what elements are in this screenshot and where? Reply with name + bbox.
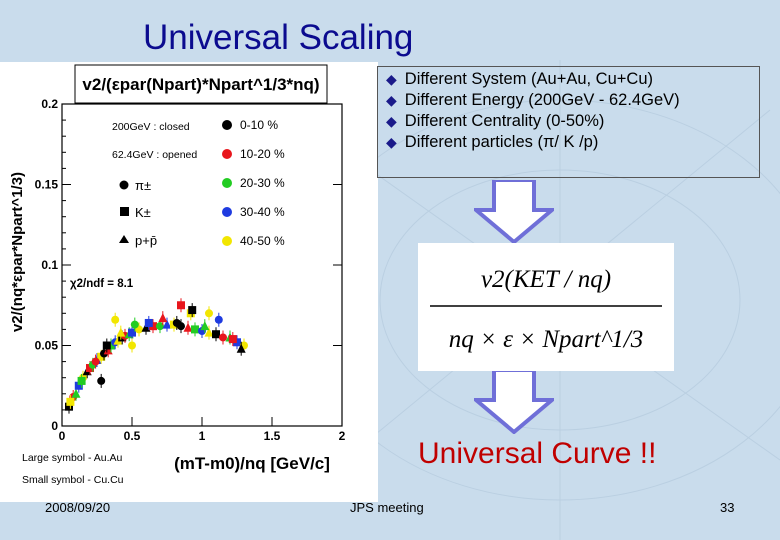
centrality-legend-marker bbox=[222, 149, 232, 159]
data-point bbox=[214, 315, 223, 324]
x-tick-label: 0.5 bbox=[124, 429, 141, 443]
data-point bbox=[236, 343, 246, 353]
data-point bbox=[141, 322, 151, 332]
bullet-centrality: ◆ Different Centrality (0-50%) bbox=[386, 112, 605, 130]
y-tick-label: 0.15 bbox=[35, 178, 59, 192]
centrality-legend-label: 20-30 % bbox=[240, 176, 285, 190]
footer-date: 2008/09/20 bbox=[45, 500, 111, 515]
diamond-bullet-icon: ◆ bbox=[386, 71, 397, 87]
scaling-formula: v2(KET / nq) nq × ε × Npart^1/3 bbox=[418, 243, 674, 371]
y-tick-label: 0 bbox=[51, 419, 58, 433]
data-point bbox=[102, 341, 111, 350]
data-point bbox=[111, 315, 120, 324]
data-point bbox=[212, 330, 220, 339]
formula-graphic: v2(KET / nq) nq × ε × Npart^1/3 bbox=[430, 266, 662, 353]
footer-page-number: 33 bbox=[720, 500, 735, 515]
y-axis-label: v2/(nq*εpar*Npart^1/3) bbox=[9, 172, 26, 332]
data-point bbox=[228, 335, 237, 344]
data-point bbox=[205, 309, 213, 318]
data-point bbox=[144, 318, 153, 327]
data-point bbox=[71, 388, 81, 398]
legend-proton-marker bbox=[119, 235, 129, 243]
universal-curve-label: Universal Curve !! bbox=[418, 437, 657, 470]
x-tick-label: 2 bbox=[339, 429, 346, 443]
energy-legend-opened: 62.4GeV : opened bbox=[112, 149, 197, 161]
data-point bbox=[97, 352, 106, 361]
diamond-bullet-icon: ◆ bbox=[386, 134, 397, 150]
x-tick-label: 0 bbox=[59, 429, 66, 443]
centrality-legend-label: 30-40 % bbox=[240, 205, 285, 219]
data-point bbox=[191, 325, 199, 334]
data-point bbox=[65, 402, 73, 411]
data-point bbox=[128, 328, 136, 337]
bullet-particles: ◆ Different particles (π/ K /p) bbox=[386, 133, 599, 151]
data-point bbox=[66, 397, 75, 406]
y-tick-label: 0.1 bbox=[41, 258, 58, 272]
diamond-bullet-icon: ◆ bbox=[386, 92, 397, 108]
data-point bbox=[162, 319, 172, 329]
bullet-box: ◆ Different System (Au+Au, Cu+Cu) ◆ Differ… bbox=[377, 66, 760, 178]
chi2-annotation: χ2/ndf = 8.1 bbox=[70, 278, 134, 290]
centrality-legend-label: 40-50 % bbox=[240, 234, 285, 248]
x-tick-label: 1.5 bbox=[264, 429, 281, 443]
data-point bbox=[177, 301, 185, 310]
scaling-plot: v2/(εpar(Npart)*Npart^1/3*nq) v2/(nq*εpa… bbox=[0, 62, 378, 502]
data-point bbox=[158, 313, 168, 323]
data-point bbox=[219, 333, 227, 342]
data-point bbox=[204, 327, 214, 337]
diamond-bullet-icon: ◆ bbox=[386, 113, 397, 129]
centrality-legend-label: 0-10 % bbox=[240, 118, 278, 132]
data-point bbox=[172, 318, 181, 327]
data-point bbox=[103, 345, 113, 355]
data-point bbox=[86, 364, 94, 373]
down-arrow-icon bbox=[474, 180, 554, 244]
data-point bbox=[91, 357, 100, 366]
formula-denominator: nq × ε × Npart^1/3 bbox=[449, 326, 643, 353]
data-point bbox=[97, 376, 106, 385]
plot-formula-title: v2/(εpar(Npart)*Npart^1/3*nq) bbox=[82, 75, 319, 94]
data-point bbox=[233, 338, 241, 347]
data-point bbox=[128, 341, 136, 350]
centrality-legend-marker bbox=[222, 207, 232, 217]
legend-kaon-marker bbox=[120, 207, 129, 216]
y-tick-label: 0.2 bbox=[41, 97, 58, 111]
size-legend-large: Large symbol - Au.Au bbox=[22, 452, 123, 464]
data-point bbox=[107, 341, 115, 350]
legend-pion: π± bbox=[135, 178, 151, 193]
data-point bbox=[149, 322, 157, 331]
y-tick-label: 0.05 bbox=[35, 339, 59, 353]
data-point bbox=[116, 327, 126, 337]
legend-proton: p+p̄ bbox=[135, 233, 157, 248]
data-point bbox=[183, 322, 193, 332]
formula-numerator: v2(KET / nq) bbox=[481, 266, 611, 293]
centrality-legend-marker bbox=[222, 178, 232, 188]
down-arrow-icon bbox=[474, 370, 554, 434]
bullet-energy: ◆ Different Energy (200GeV - 62.4GeV) bbox=[386, 91, 680, 109]
centrality-legend-label: 10-20 % bbox=[240, 147, 285, 161]
data-point bbox=[130, 320, 139, 329]
size-legend-small: Small symbol - Cu.Cu bbox=[22, 474, 124, 486]
x-axis-label: (mT-m0)/nq [GeV/c] bbox=[174, 454, 330, 473]
footer-event: JPS meeting bbox=[350, 500, 424, 515]
centrality-legend-marker bbox=[222, 236, 232, 246]
legend-pion-marker bbox=[119, 180, 129, 190]
data-point bbox=[200, 321, 210, 331]
data-point bbox=[77, 376, 86, 385]
data-point bbox=[188, 306, 197, 315]
data-point bbox=[74, 381, 83, 390]
x-tick-label: 1 bbox=[199, 429, 206, 443]
slide-title: Universal Scaling bbox=[143, 18, 414, 57]
bullet-system: ◆ Different System (Au+Au, Cu+Cu) bbox=[386, 70, 653, 88]
data-point bbox=[156, 322, 164, 331]
legend-kaon: K± bbox=[135, 205, 151, 220]
centrality-legend-marker bbox=[222, 120, 232, 130]
energy-legend-closed: 200GeV : closed bbox=[112, 121, 190, 133]
data-point bbox=[113, 335, 123, 345]
